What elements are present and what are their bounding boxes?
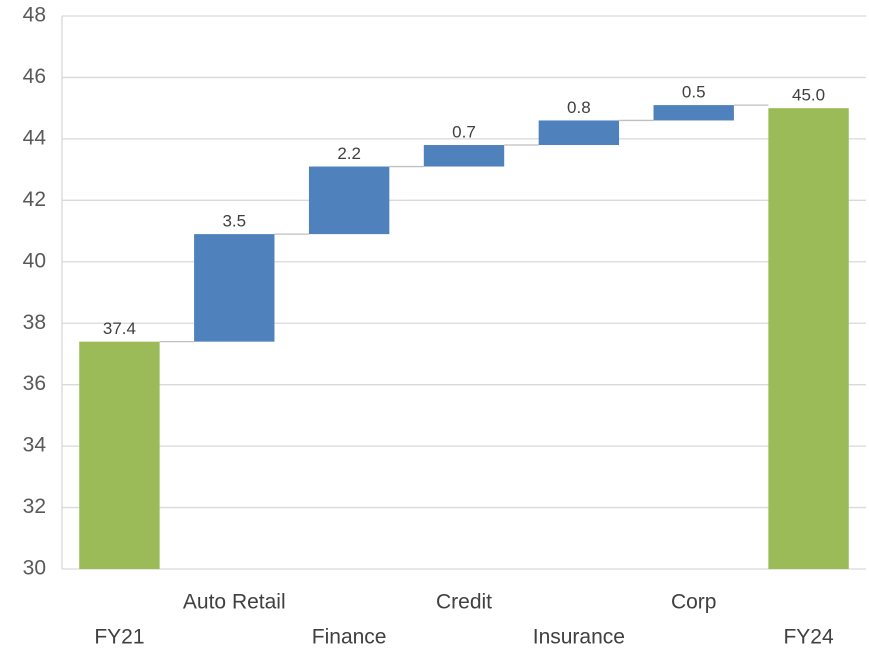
bar bbox=[538, 120, 620, 146]
y-tick-label: 40 bbox=[23, 249, 46, 272]
bar bbox=[768, 108, 849, 570]
y-tick-label: 32 bbox=[23, 495, 46, 518]
y-tick-label: 34 bbox=[23, 434, 47, 457]
bar bbox=[79, 341, 160, 569]
y-tick-label: 48 bbox=[23, 4, 46, 27]
value-label: 0.7 bbox=[452, 123, 476, 142]
value-label: 37.4 bbox=[103, 319, 136, 338]
value-label: 0.8 bbox=[567, 98, 591, 117]
value-label: 0.5 bbox=[682, 83, 706, 102]
x-tick-label: Corp bbox=[671, 591, 717, 614]
bar bbox=[423, 145, 505, 167]
x-tick-label: FY24 bbox=[783, 626, 834, 649]
x-tick-label: Credit bbox=[436, 591, 492, 614]
y-tick-label: 42 bbox=[23, 188, 46, 211]
x-tick-label: Insurance bbox=[533, 626, 625, 649]
bar bbox=[308, 166, 390, 235]
bar bbox=[194, 234, 275, 342]
value-label: 2.2 bbox=[337, 144, 361, 163]
y-tick-label: 38 bbox=[23, 311, 46, 334]
y-tick-label: 30 bbox=[23, 557, 46, 580]
value-label: 3.5 bbox=[222, 212, 246, 231]
x-tick-label: Finance bbox=[312, 626, 387, 649]
x-tick-label: FY21 bbox=[94, 626, 144, 649]
y-tick-label: 46 bbox=[23, 65, 46, 88]
y-tick-label: 36 bbox=[23, 372, 46, 395]
x-tick-label: Auto Retail bbox=[183, 591, 286, 614]
y-tick-label: 44 bbox=[23, 126, 47, 149]
bar bbox=[653, 105, 734, 121]
value-label: 45.0 bbox=[792, 86, 825, 105]
